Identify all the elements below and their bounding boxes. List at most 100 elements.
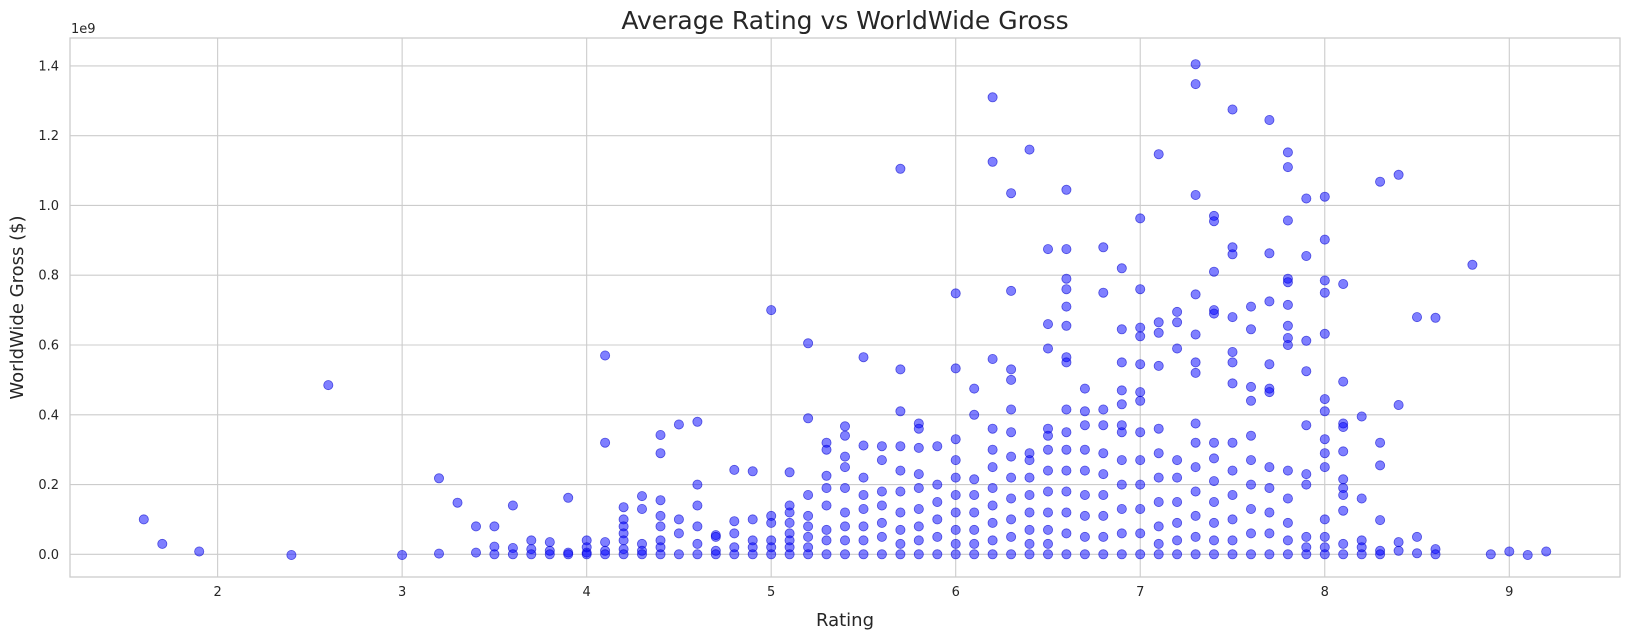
data-point [1319, 434, 1330, 445]
x-tick-label: 6 [952, 585, 960, 600]
data-point [1209, 308, 1220, 319]
data-point [1246, 381, 1257, 392]
data-point [950, 472, 961, 483]
data-point [1209, 496, 1220, 507]
data-point [1338, 538, 1349, 549]
data-point [1116, 357, 1127, 368]
data-point [1190, 510, 1201, 521]
data-point [1043, 319, 1054, 330]
y-tick-label: 0.4 [38, 408, 59, 423]
data-point [1338, 278, 1349, 289]
data-point [1246, 324, 1257, 335]
data-point [895, 538, 906, 549]
data-point [987, 535, 998, 546]
data-point [1504, 546, 1515, 557]
data-point [1338, 446, 1349, 457]
data-point [1006, 374, 1017, 385]
data-point [969, 383, 980, 394]
data-point [1301, 335, 1312, 346]
data-point [821, 444, 832, 455]
data-point [1006, 493, 1017, 504]
data-point [1301, 479, 1312, 490]
data-point [1098, 448, 1109, 459]
data-point [655, 549, 666, 560]
data-point [1135, 359, 1146, 370]
x-tick-label: 3 [398, 585, 406, 600]
data-point [987, 92, 998, 103]
data-point [1079, 383, 1090, 394]
data-point [1430, 312, 1441, 323]
y-tick-label: 1.4 [38, 59, 59, 74]
data-point [1264, 549, 1275, 560]
data-point [1393, 545, 1404, 556]
data-point [397, 550, 408, 561]
data-point [1209, 437, 1220, 448]
y-offset-label: 1e9 [71, 22, 96, 37]
grid-layer [70, 38, 1620, 577]
data-point [1319, 448, 1330, 459]
data-point [1098, 549, 1109, 560]
data-point [969, 538, 980, 549]
data-point [1190, 357, 1201, 368]
data-point [1467, 259, 1478, 270]
data-point [1319, 394, 1330, 405]
data-point [1412, 312, 1423, 323]
data-point [655, 521, 666, 532]
data-point [803, 521, 814, 532]
data-point [1190, 437, 1201, 448]
data-point [1282, 147, 1293, 158]
data-point [673, 549, 684, 560]
data-point [1024, 144, 1035, 155]
data-point [858, 440, 869, 451]
data-point [784, 549, 795, 560]
data-point [1061, 301, 1072, 312]
data-point [876, 441, 887, 452]
data-point [1227, 249, 1238, 260]
data-point [655, 495, 666, 506]
data-point [821, 524, 832, 535]
data-point [1024, 549, 1035, 560]
data-point [821, 549, 832, 560]
data-point [747, 466, 758, 477]
data-point [1135, 395, 1146, 406]
data-point [1153, 472, 1164, 483]
data-point [1024, 524, 1035, 535]
data-point [1061, 320, 1072, 331]
data-point [913, 521, 924, 532]
data-point [1282, 215, 1293, 226]
data-point [858, 503, 869, 514]
data-point [1338, 505, 1349, 516]
data-point [526, 535, 537, 546]
data-point [1209, 549, 1220, 560]
data-point [1116, 263, 1127, 274]
y-tick-label: 0.2 [38, 478, 59, 493]
data-point [1172, 496, 1183, 507]
data-point [1172, 306, 1183, 317]
data-point [1319, 462, 1330, 473]
data-point [1061, 244, 1072, 255]
data-point [876, 455, 887, 466]
data-point [1116, 503, 1127, 514]
data-point [1301, 250, 1312, 261]
data-point [803, 510, 814, 521]
data-point [1319, 328, 1330, 339]
data-point [895, 364, 906, 375]
data-point [1006, 364, 1017, 375]
data-point [618, 502, 629, 513]
data-point [157, 538, 168, 549]
data-point [1135, 387, 1146, 398]
data-point [637, 549, 648, 560]
data-point [655, 448, 666, 459]
data-point [969, 474, 980, 485]
data-point [1006, 472, 1017, 483]
data-point [1282, 299, 1293, 310]
data-point [1209, 453, 1220, 464]
data-point [913, 442, 924, 453]
data-point [1282, 277, 1293, 288]
data-point [950, 507, 961, 518]
data-point [600, 549, 611, 560]
data-point [1412, 548, 1423, 559]
data-point [1319, 531, 1330, 542]
data-point [1190, 549, 1201, 560]
data-point [1079, 406, 1090, 417]
